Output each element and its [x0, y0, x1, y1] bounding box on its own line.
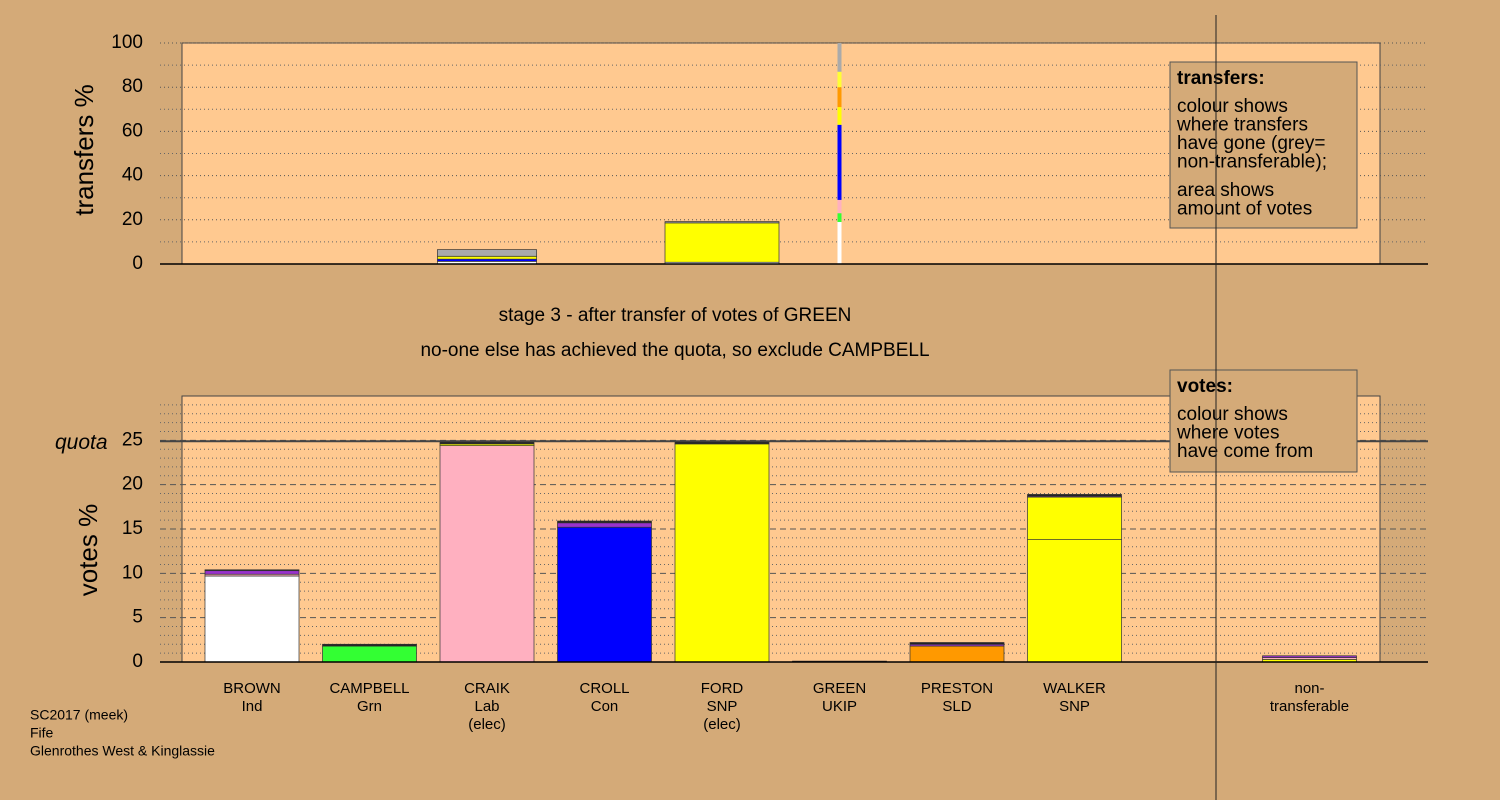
- x-tick-label: Grn: [357, 698, 382, 715]
- x-tick-label: UKIP: [822, 698, 857, 715]
- legend-text: area shows: [1177, 180, 1274, 201]
- legend-text: where votes: [1176, 423, 1279, 444]
- bar-segment: [557, 522, 652, 528]
- y-tick-label: 10: [122, 562, 143, 583]
- y-tick-label: 60: [122, 120, 143, 141]
- bar-segment: [557, 520, 652, 524]
- y-tick-label: 20: [122, 474, 143, 495]
- y-tick-label: 80: [122, 76, 143, 97]
- x-tick-label: BROWN: [223, 680, 281, 697]
- bar-segment: [837, 199, 842, 214]
- bar-segment: [322, 645, 417, 663]
- x-tick-label: SNP: [1059, 698, 1090, 715]
- x-tick-label: SLD: [942, 698, 971, 715]
- bar-segment: [1027, 539, 1122, 663]
- bar-segment: [837, 71, 842, 88]
- stage-title: stage 3 - after transfer of votes of GRE…: [499, 305, 852, 326]
- legend-text: amount of votes: [1177, 199, 1312, 220]
- x-tick-label: FORD: [701, 680, 744, 697]
- x-tick-label: CRAIK: [464, 680, 510, 697]
- legend-text: colour shows: [1177, 404, 1288, 425]
- legend-text: have come from: [1177, 441, 1313, 462]
- legend-text: have gone (grey=: [1177, 133, 1325, 154]
- y-tick-label: 25: [122, 429, 143, 450]
- bar-segment: [664, 222, 780, 263]
- y-tick-label: 0: [132, 253, 143, 274]
- bar-segment: [837, 222, 842, 264]
- stage-note: no-one else has achieved the quota, so e…: [420, 340, 929, 361]
- bar-segment: [837, 87, 842, 108]
- x-tick-label: WALKER: [1043, 680, 1106, 697]
- bar-segment: [837, 213, 842, 223]
- x-tick-label: SNP: [707, 698, 738, 715]
- legend-text: non-transferable);: [1177, 152, 1327, 173]
- bar-segment: [322, 643, 417, 647]
- bar-segment: [1027, 496, 1122, 540]
- footer: SC2017 (meek): [30, 707, 128, 723]
- x-tick-label: Ind: [242, 698, 263, 715]
- legend-text: colour shows: [1177, 96, 1288, 117]
- bar-segment: [437, 249, 537, 257]
- bar-segment: [204, 570, 300, 575]
- x-tick-label: (elec): [703, 716, 741, 733]
- bar-segment: [1027, 494, 1122, 497]
- bar-segment: [557, 526, 652, 663]
- x-tick-label: CROLL: [579, 680, 629, 697]
- x-tick-label: transferable: [1270, 698, 1349, 715]
- y-tick-label: 0: [132, 651, 143, 672]
- bar-segment: [1262, 655, 1357, 658]
- footer: Glenrothes West & Kinglassie: [30, 743, 215, 759]
- x-tick-label: CAMPBELL: [329, 680, 409, 697]
- bar-segment: [909, 645, 1005, 663]
- y-tick-label: 15: [122, 518, 143, 539]
- legend-title: transfers:: [1177, 68, 1265, 89]
- bar-segment: [437, 255, 537, 260]
- quota-label: quota: [55, 431, 108, 454]
- footer: Fife: [30, 725, 54, 741]
- y-axis-label: transfers %: [69, 84, 99, 216]
- bar-segment: [674, 441, 770, 445]
- y-tick-label: 100: [111, 32, 143, 53]
- y-tick-label: 40: [122, 165, 143, 186]
- x-tick-label: (elec): [468, 716, 506, 733]
- y-tick-label: 5: [132, 607, 143, 628]
- x-tick-label: PRESTON: [921, 680, 993, 697]
- y-axis-label: votes %: [73, 504, 103, 597]
- x-tick-label: Con: [591, 698, 619, 715]
- x-tick-label: non-: [1294, 680, 1324, 697]
- legend-box: [1169, 61, 1358, 229]
- legend-box: [1169, 369, 1358, 473]
- x-tick-label: Lab: [474, 698, 499, 715]
- bar-segment: [674, 443, 770, 663]
- bar-segment: [837, 124, 842, 200]
- legend-text: where transfers: [1176, 115, 1308, 136]
- legend-title: votes:: [1177, 376, 1233, 397]
- bar-segment: [439, 445, 535, 663]
- bar-segment: [837, 107, 842, 125]
- bar-segment: [909, 642, 1005, 645]
- bar-segment: [204, 569, 300, 572]
- x-tick-label: GREEN: [813, 680, 866, 697]
- bar-segment: [664, 221, 780, 224]
- y-tick-label: 20: [122, 209, 143, 230]
- bar-segment: [837, 43, 842, 72]
- bar-segment: [204, 575, 300, 663]
- bar-segment: [439, 441, 535, 445]
